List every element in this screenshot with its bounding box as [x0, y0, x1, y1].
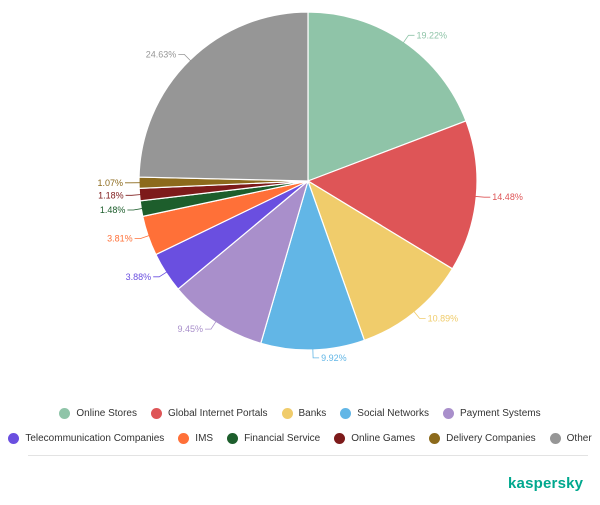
label-leader-line — [125, 194, 142, 196]
slice-label: 3.88% — [126, 272, 152, 282]
legend-label: Banks — [298, 408, 327, 419]
legend-item[interactable]: Online Stores — [59, 408, 137, 419]
slice-label: 10.89% — [428, 313, 459, 323]
label-leader-line — [402, 34, 415, 44]
label-leader-line — [474, 195, 491, 198]
legend-label: Global Internet Portals — [168, 408, 268, 419]
legend-item[interactable]: Social Networks — [340, 408, 429, 419]
legend-item[interactable]: Banks — [281, 408, 327, 419]
legend-label: Online Stores — [76, 408, 137, 419]
slice-label: 14.48% — [492, 192, 523, 202]
legend-item[interactable]: Financial Service — [227, 433, 320, 444]
legend-label: Other — [566, 433, 592, 444]
slice-label: 3.81% — [107, 234, 133, 244]
legend-item[interactable]: IMS — [178, 433, 213, 444]
legend-swatch — [178, 433, 190, 444]
slice-label: 19.22% — [417, 30, 448, 40]
legend-label: Telecommunication Companies — [25, 433, 165, 444]
legend-swatch — [443, 408, 454, 419]
legend-label: Financial Service — [244, 433, 321, 444]
label-leader-line — [127, 207, 144, 211]
legend-swatch — [340, 408, 352, 419]
pie-slice[interactable] — [138, 11, 309, 182]
legend-row: Online Stores Global Internet Portals Bank… — [0, 408, 600, 419]
slice-label: 1.48% — [100, 205, 126, 215]
slice-label: 24.63% — [146, 49, 177, 59]
legend-swatch — [334, 433, 346, 444]
legend-swatch — [429, 433, 441, 444]
divider — [28, 455, 588, 456]
brand-logo: kaspersky — [508, 475, 584, 492]
legend-label: Delivery Companies — [446, 433, 536, 444]
pie-chart: 19.22% 14.48% 10.89% 9.92% 9.45% 3.88% 3.81% 1.… — [97, 11, 523, 363]
legend-item[interactable]: Delivery Companies — [429, 433, 536, 444]
legend-item[interactable]: Global Internet Portals — [151, 408, 268, 419]
legend-label: Social Networks — [357, 408, 429, 419]
legend-label: Online Games — [351, 433, 416, 444]
legend-swatch — [59, 408, 71, 419]
slice-label: 1.18% — [98, 190, 124, 200]
legend-swatch — [151, 408, 162, 419]
legend-swatch — [8, 433, 20, 444]
label-leader-line — [412, 310, 426, 319]
legend-label: Payment Systems — [460, 408, 541, 419]
legend-swatch — [549, 433, 561, 444]
slice-label: 1.07% — [97, 178, 123, 188]
legend-item[interactable]: Telecommunication Companies — [8, 433, 164, 444]
legend-swatch — [227, 433, 239, 444]
label-leader-line — [153, 271, 168, 278]
legend-row: Telecommunication Companies IMS Financial … — [0, 433, 600, 444]
slice-label: 9.45% — [177, 324, 203, 334]
label-leader-line — [178, 54, 192, 62]
legend-item[interactable]: Other — [549, 433, 592, 444]
legend-swatch — [281, 408, 293, 419]
label-leader-line — [312, 347, 320, 359]
slice-label: 9.92% — [321, 353, 347, 363]
legend-label: IMS — [195, 433, 214, 444]
legend-item[interactable]: Payment Systems — [443, 408, 541, 419]
label-leader-line — [205, 320, 217, 330]
label-leader-line — [134, 234, 151, 239]
legend-item[interactable]: Online Games — [334, 433, 415, 444]
